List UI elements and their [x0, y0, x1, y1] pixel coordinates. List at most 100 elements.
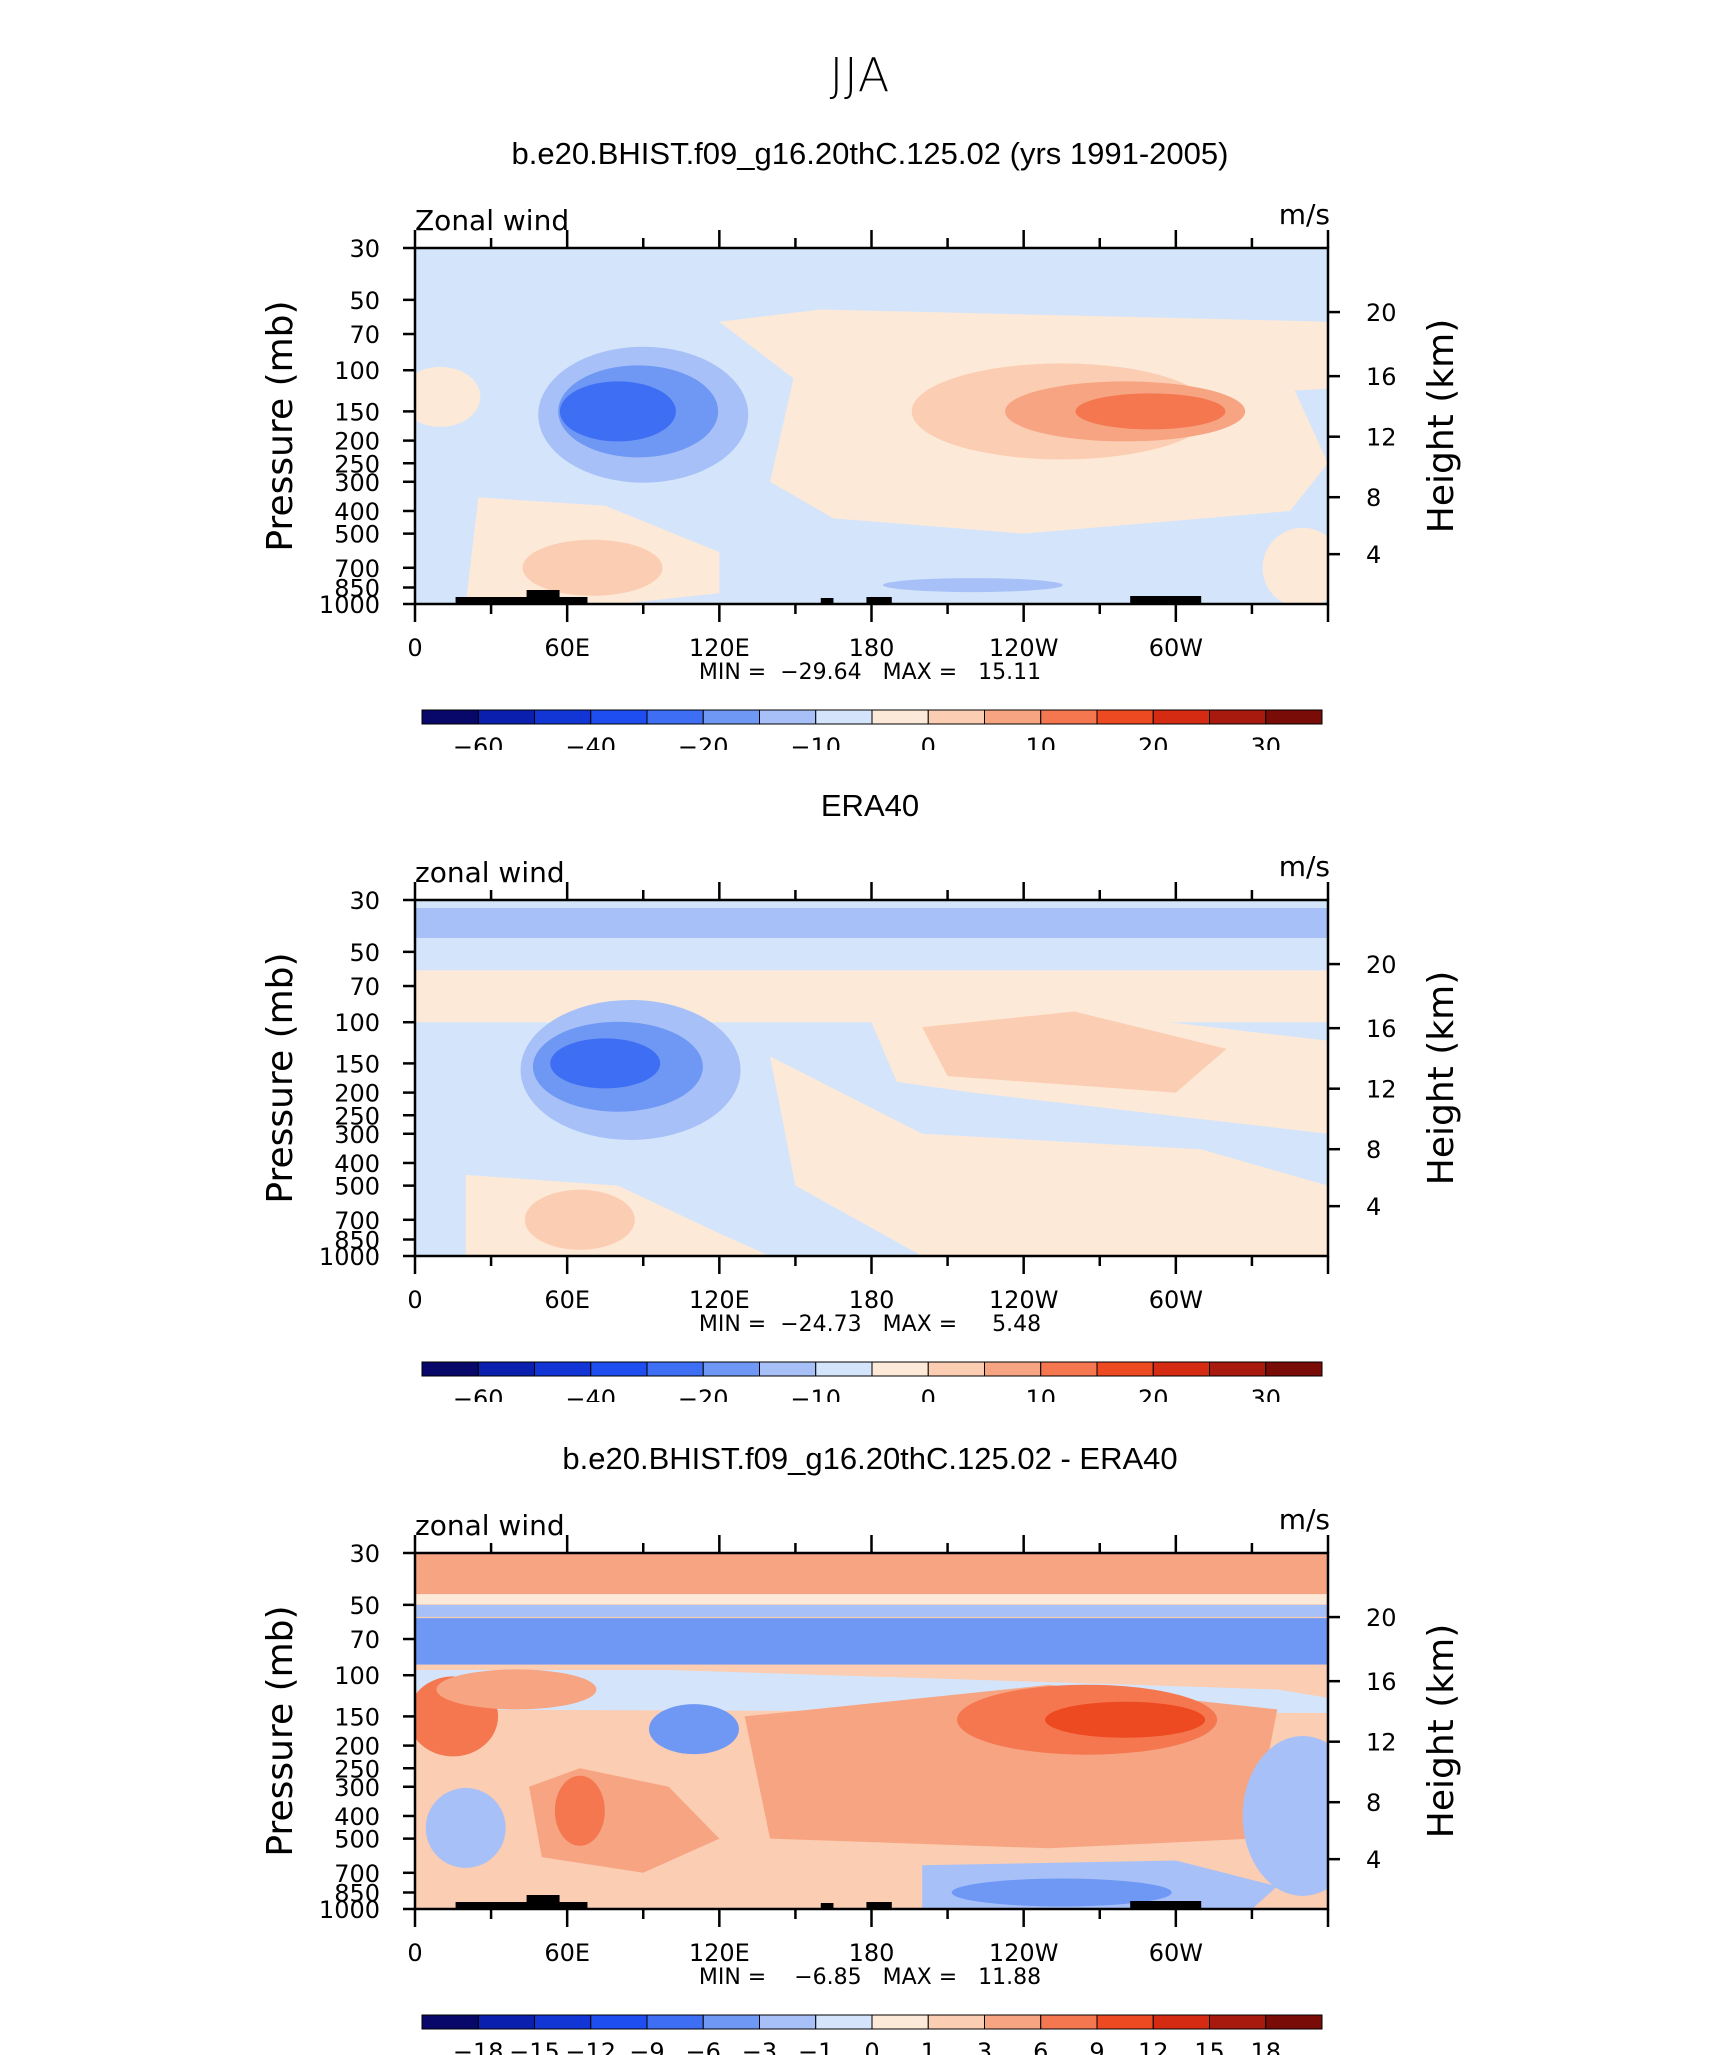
topography-block: [1130, 1901, 1202, 1909]
y-axis-label-right: Height (km): [1421, 1624, 1462, 1838]
topography-block: [820, 1903, 834, 1909]
topography-block: [554, 1902, 588, 1909]
y-tick-label: 850: [334, 575, 380, 603]
x-tick-label: 60E: [544, 1286, 590, 1314]
colorbar-swatch: [1040, 1361, 1098, 1377]
y-tick-label: 30: [349, 1540, 380, 1568]
colorbar-label: 10: [1025, 733, 1056, 750]
y-tick-label: 70: [349, 1626, 380, 1654]
right-tick-label: 4: [1366, 1846, 1381, 1874]
y-tick-label: 70: [349, 321, 380, 349]
min-max-label: MIN = −6.85 MAX = 11.88: [699, 1965, 1041, 1990]
colorbar-swatch: [1265, 1361, 1323, 1377]
colorbar-label: 20: [1138, 733, 1169, 750]
chart-title: b.e20.BHIST.f09_g16.20thC.125.02 - ERA40: [562, 1441, 1177, 1476]
colorbar-swatch: [1096, 1361, 1154, 1377]
colorbar-label: 15: [1194, 2038, 1225, 2055]
colorbar-label: 1: [921, 2038, 936, 2055]
contour-field: [415, 900, 1328, 1256]
colorbar-swatch: [702, 2014, 760, 2030]
colorbar-label: 20: [1138, 1385, 1169, 1402]
colorbar-swatch: [1265, 2014, 1323, 2030]
colorbar-swatch: [815, 2014, 873, 2030]
upper-easterly-band: [415, 908, 1328, 938]
x-tick-label: 180: [849, 634, 895, 662]
colorbar-swatch: [421, 2014, 479, 2030]
y-tick-label: 150: [334, 1050, 380, 1078]
negative-anomaly-low-core: [951, 1878, 1172, 1907]
y-tick-label: 300: [334, 1774, 380, 1802]
right-tick-label: 8: [1366, 1789, 1381, 1817]
y-axis-label: Pressure (mb): [260, 1605, 301, 1856]
colorbar-swatch: [534, 709, 592, 725]
colorbar-label: −60: [453, 733, 504, 750]
west-negative: [425, 1787, 506, 1868]
colorbar-swatch: [1152, 1361, 1210, 1377]
y-tick-label: 250: [334, 450, 380, 478]
y-tick-label: 700: [334, 555, 380, 583]
y-tick-label: 70: [349, 973, 380, 1001]
x-tick-label: 0: [407, 1286, 422, 1314]
right-tick-label: 12: [1366, 424, 1397, 452]
y-axis-label: Pressure (mb): [260, 952, 301, 1203]
y-axis-label-right: Height (km): [1421, 971, 1462, 1185]
y-tick-label: 300: [334, 1121, 380, 1149]
y-tick-label: 400: [334, 1150, 380, 1178]
chart-panel-2: ERA40 zonal wind m/s 0 60E 120E 180 120W 60W 30 50…: [260, 788, 1462, 1402]
right-tick-label: 16: [1366, 1668, 1397, 1696]
y-tick-label: 700: [334, 1207, 380, 1235]
y-tick-label: 200: [334, 1080, 380, 1108]
west-warm: [415, 366, 481, 427]
y-tick-label: 50: [349, 287, 380, 315]
y-tick-label: 300: [334, 469, 380, 497]
colorbar-label: 12: [1138, 2038, 1169, 2055]
right-tick-label: 20: [1366, 1604, 1397, 1632]
colorbar-label: 9: [1089, 2038, 1104, 2055]
colorbar-swatch: [1209, 709, 1267, 725]
colorbar-label: −60: [453, 1385, 504, 1402]
colorbar-swatch: [815, 709, 873, 725]
min-max-label: MIN = −24.73 MAX = 5.48: [699, 1312, 1041, 1337]
y-tick-label: 150: [334, 398, 380, 426]
chart-panel-1: b.e20.BHIST.f09_g16.20thC.125.02 (yrs 19…: [260, 136, 1462, 750]
chart-title: ERA40: [821, 788, 919, 823]
right-tick-label: 20: [1366, 299, 1397, 327]
y-tick-label: 150: [334, 1703, 380, 1731]
colorbar-label: 30: [1250, 733, 1281, 750]
colorbar-label: 3: [977, 2038, 992, 2055]
colorbar-swatch: [1096, 709, 1154, 725]
x-tick-label: 120W: [989, 1286, 1059, 1314]
colorbar-label: −3: [742, 2038, 777, 2055]
colorbar-swatch: [421, 1361, 479, 1377]
colorbar-label: −9: [629, 2038, 664, 2055]
y-tick-label: 50: [349, 1592, 380, 1620]
topography-block: [526, 1895, 560, 1909]
y-tick-label: 30: [349, 235, 380, 263]
y-tick-label: 400: [334, 498, 380, 526]
colorbar-swatch: [590, 2014, 648, 2030]
x-tick-label: 60E: [544, 634, 590, 662]
y-tick-label: 500: [334, 1826, 380, 1854]
band-neg-3: [415, 1604, 1328, 1617]
east-negative: [1242, 1735, 1328, 1896]
topography-block: [866, 597, 892, 604]
y-tick-label: 850: [334, 1227, 380, 1255]
colorbar-swatch: [1209, 2014, 1267, 2030]
colorbar-label: −6: [686, 2038, 721, 2055]
colorbar-swatch: [702, 709, 760, 725]
colorbar-label: −15: [509, 2038, 560, 2055]
colorbar-swatch: [477, 709, 535, 725]
variable-label: Zonal wind: [415, 204, 569, 237]
y-tick-label: 1000: [319, 1243, 380, 1271]
y-tick-label: 100: [334, 1662, 380, 1690]
y-tick-label: 200: [334, 1733, 380, 1761]
colorbar-swatch: [477, 2014, 535, 2030]
colorbar-swatch: [590, 1361, 648, 1377]
colorbar-label: 0: [921, 733, 936, 750]
right-tick-label: 4: [1366, 541, 1381, 569]
chart-title: b.e20.BHIST.f09_g16.20thC.125.02 (yrs 19…: [512, 136, 1229, 171]
colorbar-swatch: [1152, 709, 1210, 725]
colorbar-swatch: [534, 2014, 592, 2030]
page-title: JJA: [829, 48, 891, 102]
